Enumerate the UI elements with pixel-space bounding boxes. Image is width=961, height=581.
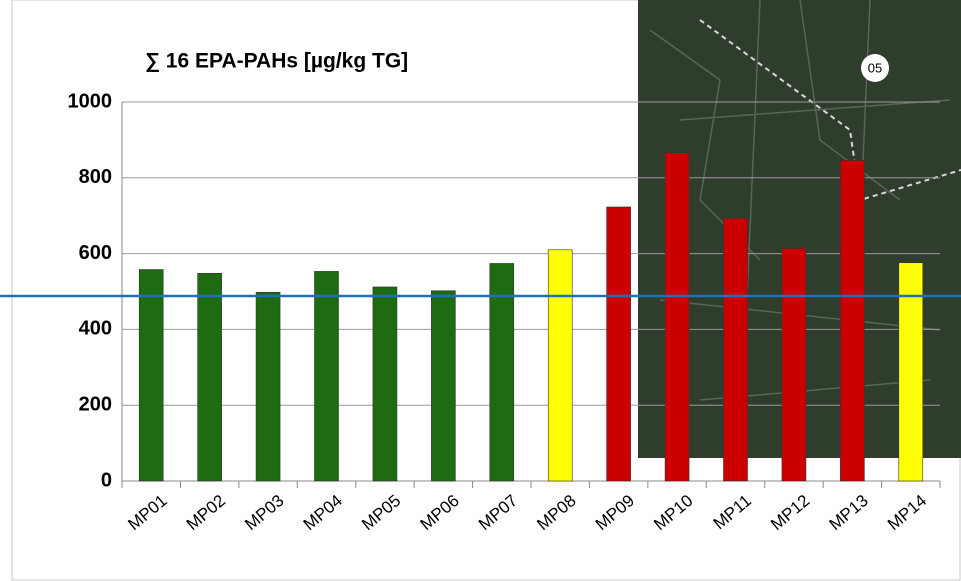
y-tick-label: 0 [101, 469, 112, 491]
bar [315, 271, 339, 481]
chart: 05 ∑ 16 EPA-PAHs [µg/kg TG] 0 200 400 600 80… [0, 0, 961, 581]
bar [840, 160, 864, 481]
bar [607, 207, 631, 481]
svg-text:05: 05 [868, 60, 882, 75]
y-tick-label: 200 [79, 393, 112, 415]
bar [782, 248, 806, 481]
y-tick-label: 1000 [68, 90, 113, 112]
y-tick-label: 800 [79, 166, 112, 188]
bar [139, 270, 163, 481]
bar [198, 273, 222, 481]
y-tick-label: 400 [79, 318, 112, 340]
bar [665, 153, 689, 481]
bar [373, 287, 397, 481]
bar [256, 292, 280, 481]
chart-title: ∑ 16 EPA-PAHs [µg/kg TG] [145, 50, 408, 73]
bar [548, 250, 572, 481]
bar [431, 291, 455, 481]
bar [724, 218, 748, 481]
y-tick-label: 600 [79, 242, 112, 264]
